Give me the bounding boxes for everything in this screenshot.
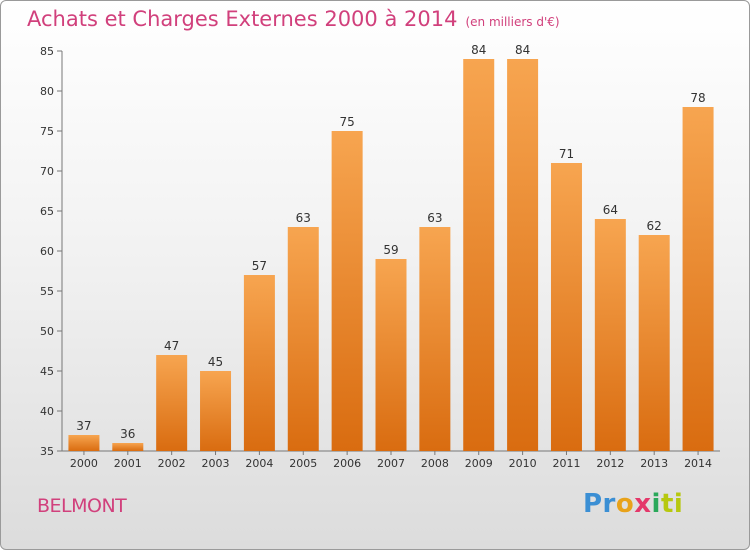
bar: [68, 435, 100, 451]
labels: 37 2000 36 2001 47 2002 45 2003 57 2004 63 2005 75 20…: [70, 43, 712, 470]
logo-part-4: i: [651, 489, 661, 519]
x-tick-label: 2000: [70, 457, 98, 470]
x-tick-label: 2010: [509, 457, 537, 470]
chart-title-text: Achats et Charges Externes 2000 à 2014: [27, 7, 458, 31]
data-label: 63: [427, 211, 442, 225]
x-tick-label: 2005: [289, 457, 317, 470]
x-tick-label: 2008: [421, 457, 449, 470]
y-tick-label: 50: [40, 325, 54, 338]
data-label: 62: [647, 219, 662, 233]
logo-part-3: x: [634, 489, 652, 519]
y-tick-label: 60: [40, 245, 54, 258]
bar: [594, 219, 626, 451]
bar: [507, 59, 539, 451]
x-tick-label: 2013: [640, 457, 668, 470]
x-tick-label: 2011: [552, 457, 580, 470]
bar: [463, 59, 495, 451]
y-tick-label: 40: [40, 405, 54, 418]
bar: [375, 259, 407, 451]
x-tick-label: 2009: [465, 457, 493, 470]
x-tick-label: 2012: [596, 457, 624, 470]
data-label: 45: [208, 355, 223, 369]
data-label: 37: [76, 419, 91, 433]
data-label: 71: [559, 147, 574, 161]
chart-subtitle: (en milliers d'€): [465, 15, 560, 29]
data-label: 84: [471, 43, 486, 57]
y-tick-label: 70: [40, 165, 54, 178]
proxiti-logo: Proxiti: [583, 489, 683, 519]
y-tick-label: 85: [40, 45, 54, 58]
data-label: 63: [296, 211, 311, 225]
x-tick-label: 2002: [158, 457, 186, 470]
bars: [68, 59, 714, 451]
data-label: 57: [252, 259, 267, 273]
bar: [682, 107, 714, 451]
bar: [243, 275, 275, 451]
x-tick-label: 2006: [333, 457, 361, 470]
data-label: 36: [120, 427, 135, 441]
bar: [550, 163, 582, 451]
bar: [156, 355, 188, 451]
data-label: 75: [339, 115, 354, 129]
bar: [112, 443, 144, 451]
bar: [419, 227, 451, 451]
y-tick-label: 55: [40, 285, 54, 298]
y-tick-label: 75: [40, 125, 54, 138]
bar: [287, 227, 319, 451]
data-label: 59: [383, 243, 398, 257]
chart-title: Achats et Charges Externes 2000 à 2014 (e…: [27, 7, 560, 31]
bar: [200, 371, 232, 451]
logo-part-5: ti: [660, 489, 684, 519]
data-label: 64: [603, 203, 618, 217]
x-tick-label: 2007: [377, 457, 405, 470]
y-tick-label: 65: [40, 205, 54, 218]
x-tick-label: 2014: [684, 457, 712, 470]
x-tick-label: 2001: [114, 457, 142, 470]
logo-part-2: o: [615, 489, 635, 519]
bar: [331, 131, 363, 451]
x-tick-label: 2003: [202, 457, 230, 470]
bar: [638, 235, 670, 451]
data-label: 78: [690, 91, 705, 105]
data-label: 84: [515, 43, 530, 57]
y-tick-label: 80: [40, 85, 54, 98]
town-name: BELMONT: [37, 495, 127, 517]
x-tick-label: 2004: [245, 457, 273, 470]
y-tick-label: 45: [40, 365, 54, 378]
y-tick-label: 35: [40, 445, 54, 458]
logo-part-1: Pr: [583, 489, 616, 519]
data-label: 47: [164, 339, 179, 353]
